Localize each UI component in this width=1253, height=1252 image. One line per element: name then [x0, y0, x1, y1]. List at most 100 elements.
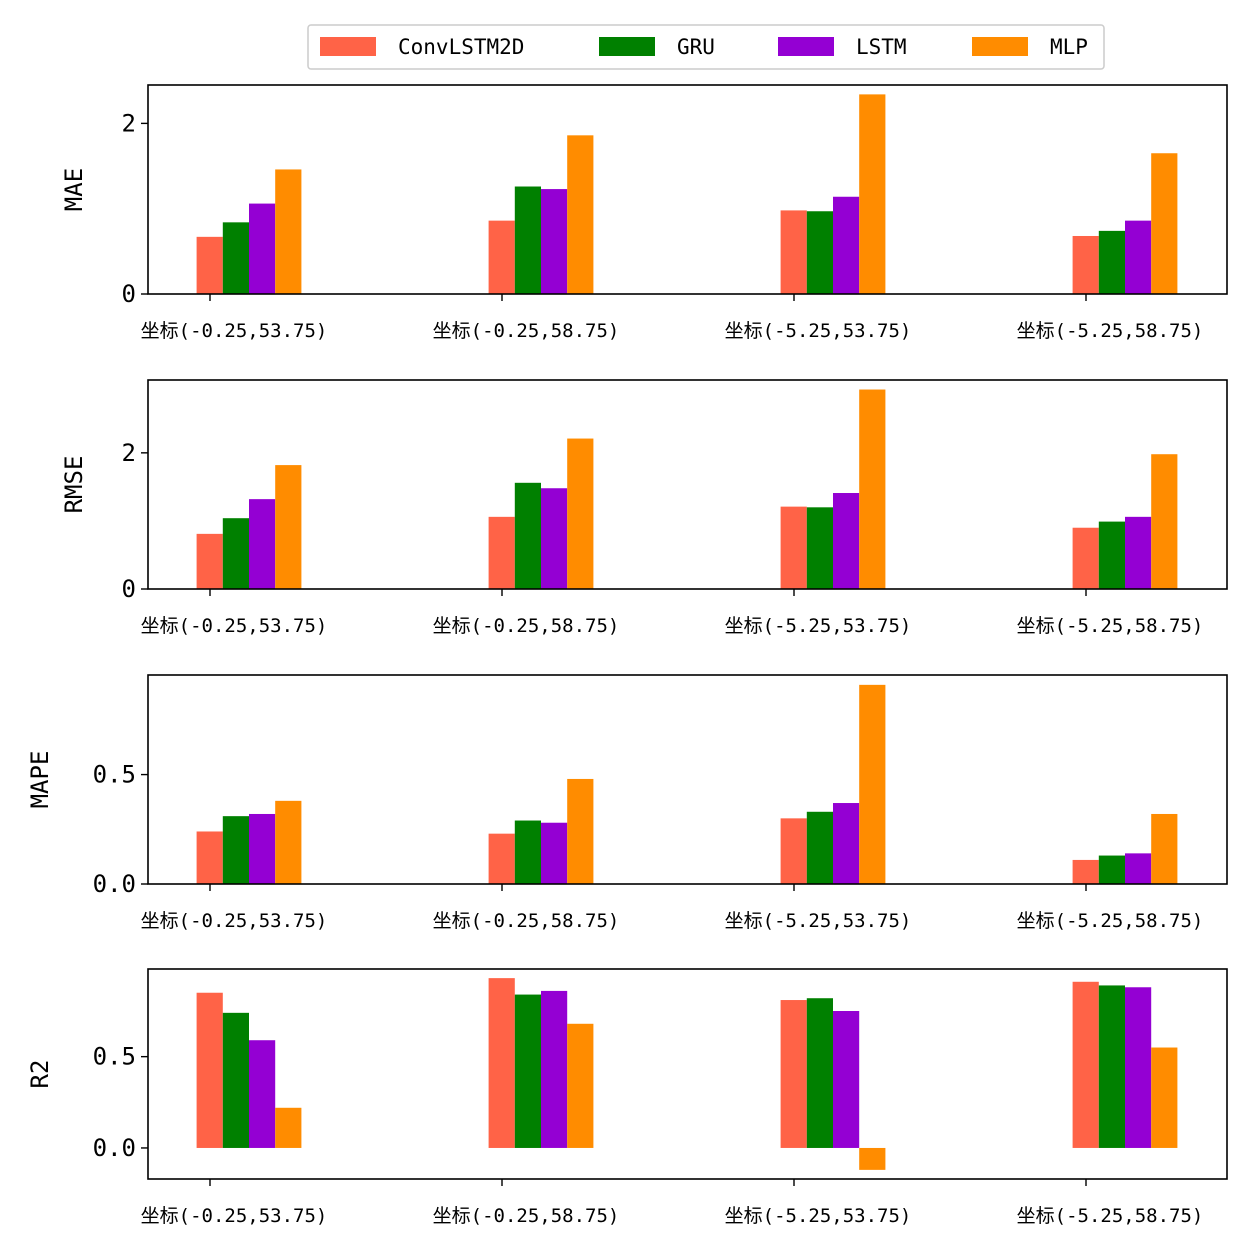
bar-rmse-mlp-0	[275, 465, 302, 589]
bar-r2-lstm-1	[541, 990, 568, 1148]
xtick-label: 坐标(-0.25,53.75)	[141, 615, 328, 637]
bar-mae-convlstm2d-1	[488, 220, 515, 294]
bar-mae-convlstm2d-0	[196, 236, 223, 294]
legend-swatch-gru	[599, 37, 655, 56]
bar-rmse-lstm-1	[541, 488, 568, 589]
bar-mape-gru-0	[222, 816, 249, 884]
bar-r2-lstm-0	[249, 1040, 276, 1148]
bar-mape-gru-3	[1098, 855, 1125, 884]
chart-panels: 0 2 坐标(-0.25,53.75) 坐标(-0.25,58.75) 坐标(-5.25…	[26, 84, 1228, 1227]
ylabel-mape: MAPE	[26, 751, 54, 809]
legend-label-lstm: LSTM	[856, 35, 907, 59]
axes-frame	[147, 379, 1228, 590]
bar-r2-convlstm2d-3	[1072, 981, 1099, 1148]
panel-r2: 0.0 0.5 坐标(-0.25,53.75) 坐标(-0.25,58.75) 坐标(-…	[26, 968, 1228, 1227]
bar-rmse-convlstm2d-3	[1072, 527, 1099, 589]
ytick-label: 0	[122, 280, 136, 308]
bar-mape-mlp-3	[1151, 813, 1178, 884]
xtick-label: 坐标(-0.25,53.75)	[141, 320, 328, 342]
bar-rmse-mlp-2	[859, 389, 886, 589]
bar-r2-gru-1	[514, 994, 541, 1148]
legend-swatch-mlp	[972, 37, 1028, 56]
bar-r2-lstm-2	[833, 1011, 860, 1148]
bar-mape-gru-1	[514, 820, 541, 884]
bar-mae-lstm-0	[249, 203, 276, 294]
ytick-label: 2	[122, 109, 136, 137]
bar-mae-mlp-3	[1151, 153, 1178, 294]
bar-r2-convlstm2d-1	[488, 978, 515, 1148]
xtick-label: 坐标(-5.25,53.75)	[725, 1205, 912, 1227]
axes-frame	[147, 968, 1228, 1180]
ylabel-mae: MAE	[60, 168, 88, 211]
legend: ConvLSTM2D GRU LSTM MLP	[307, 24, 1105, 70]
bar-rmse-gru-2	[806, 507, 833, 589]
bar-rmse-gru-3	[1098, 521, 1125, 589]
ytick-label: 0.5	[93, 1043, 136, 1071]
xtick-label: 坐标(-5.25,53.75)	[725, 320, 912, 342]
bar-r2-mlp-3	[1151, 1047, 1178, 1148]
bar-r2-gru-0	[222, 1012, 249, 1148]
legend-label-convlstm2d: ConvLSTM2D	[398, 35, 524, 59]
bar-mape-lstm-3	[1125, 853, 1152, 884]
xtick-label: 坐标(-0.25,53.75)	[141, 910, 328, 932]
bar-mae-lstm-1	[541, 189, 568, 294]
ylabel-rmse: RMSE	[60, 456, 88, 514]
xtick-label: 坐标(-0.25,58.75)	[433, 1205, 620, 1227]
axes-frame	[147, 84, 1228, 295]
bar-mape-lstm-2	[833, 803, 860, 884]
xtick-label: 坐标(-5.25,58.75)	[1017, 615, 1204, 637]
legend-label-mlp: MLP	[1050, 35, 1088, 59]
bar-r2-mlp-1	[567, 1023, 594, 1148]
panel-rmse: 0 2 坐标(-0.25,53.75) 坐标(-0.25,58.75) 坐标(-5.25…	[60, 379, 1228, 637]
xtick-label: 坐标(-0.25,58.75)	[433, 910, 620, 932]
xtick-label: 坐标(-0.25,58.75)	[433, 320, 620, 342]
bar-r2-convlstm2d-0	[196, 992, 223, 1148]
ytick-label: 2	[122, 439, 136, 467]
bar-mae-gru-3	[1098, 230, 1125, 294]
bar-mae-mlp-0	[275, 169, 302, 294]
bar-mae-gru-1	[514, 186, 541, 294]
bar-mae-mlp-2	[859, 94, 886, 294]
bar-rmse-mlp-3	[1151, 454, 1178, 589]
bar-rmse-convlstm2d-0	[196, 533, 223, 589]
bar-rmse-lstm-2	[833, 493, 860, 589]
bar-mae-mlp-1	[567, 135, 594, 294]
xtick-label: 坐标(-0.25,53.75)	[141, 1205, 328, 1227]
legend-label-gru: GRU	[677, 35, 715, 59]
ytick-label: 0.5	[93, 761, 136, 789]
bar-mae-gru-0	[222, 222, 249, 294]
bar-rmse-convlstm2d-2	[780, 506, 807, 589]
xtick-label: 坐标(-5.25,53.75)	[725, 615, 912, 637]
ytick-label: 0.0	[93, 1134, 136, 1162]
bar-mape-lstm-0	[249, 813, 276, 884]
bar-r2-convlstm2d-2	[780, 1000, 807, 1148]
bar-rmse-mlp-1	[567, 438, 594, 589]
bar-mae-lstm-2	[833, 196, 860, 294]
xtick-label: 坐标(-5.25,58.75)	[1017, 320, 1204, 342]
xtick-label: 坐标(-5.25,58.75)	[1017, 910, 1204, 932]
bar-mae-gru-2	[806, 211, 833, 294]
xtick-label: 坐标(-5.25,53.75)	[725, 910, 912, 932]
bar-mape-convlstm2d-0	[196, 831, 223, 884]
bar-mape-mlp-0	[275, 800, 302, 884]
ytick-label: 0.0	[93, 870, 136, 898]
xtick-label: 坐标(-0.25,58.75)	[433, 615, 620, 637]
bar-mape-gru-2	[806, 811, 833, 884]
bar-mape-mlp-1	[567, 778, 594, 884]
bar-rmse-lstm-3	[1125, 516, 1152, 589]
bar-mape-convlstm2d-2	[780, 818, 807, 884]
bar-rmse-lstm-0	[249, 499, 276, 589]
bar-r2-lstm-3	[1125, 987, 1152, 1148]
bar-r2-gru-3	[1098, 985, 1125, 1148]
ylabel-r2: R2	[26, 1060, 54, 1089]
legend-swatch-convlstm2d	[320, 37, 376, 56]
bar-rmse-gru-1	[514, 482, 541, 589]
bar-rmse-convlstm2d-1	[488, 516, 515, 589]
bar-mape-convlstm2d-1	[488, 833, 515, 884]
bar-mape-convlstm2d-3	[1072, 859, 1099, 884]
bar-mae-convlstm2d-3	[1072, 235, 1099, 294]
bar-rmse-gru-0	[222, 518, 249, 589]
panel-mae: 0 2 坐标(-0.25,53.75) 坐标(-0.25,58.75) 坐标(-5.25…	[60, 84, 1228, 342]
bar-r2-gru-2	[806, 998, 833, 1148]
